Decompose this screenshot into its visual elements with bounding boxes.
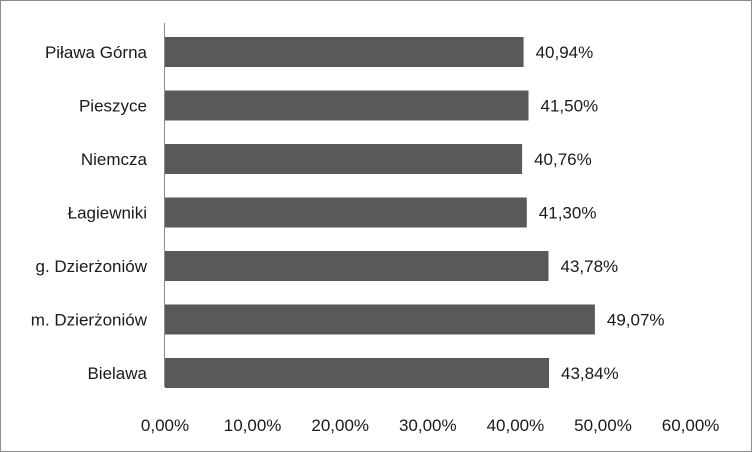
bar: [165, 144, 523, 174]
bar: [165, 37, 524, 67]
value-label: 41,50%: [541, 97, 599, 116]
bar: [165, 197, 527, 228]
category-label: Pieszyce: [79, 97, 147, 116]
category-label: Łagiewniki: [68, 204, 147, 223]
value-label: 40,76%: [534, 150, 592, 169]
bar: [165, 251, 549, 281]
bar: [165, 358, 549, 388]
value-label: 43,84%: [561, 364, 619, 383]
x-tick-label: 0,00%: [141, 416, 189, 435]
x-tick-labels: 0,00% 10,00% 20,00% 30,00% 40,00% 50,00% 60,00…: [141, 416, 720, 435]
category-label: Bielawa: [87, 364, 147, 383]
value-label: 49,07%: [607, 311, 665, 330]
category-label: m. Dzierżoniów: [31, 311, 148, 330]
category-label: Piława Górna: [45, 43, 148, 62]
value-label: 40,94%: [536, 43, 594, 62]
x-tick-label: 60,00%: [662, 416, 720, 435]
value-label: 41,30%: [539, 204, 597, 223]
x-tick-label: 50,00%: [574, 416, 632, 435]
category-labels: Piława Górna Pieszyce Niemcza Łagiewniki g. …: [31, 43, 148, 383]
bars-layer: [165, 37, 595, 388]
x-tick-label: 20,00%: [311, 416, 369, 435]
bar: [165, 90, 529, 121]
value-labels: 40,94% 41,50% 40,76% 41,30% 43,78% 49,07% 43,8…: [534, 43, 664, 383]
value-label: 43,78%: [561, 257, 619, 276]
x-tick-label: 30,00%: [399, 416, 457, 435]
bar: [165, 304, 595, 335]
category-label: Niemcza: [81, 150, 148, 169]
category-label: g. Dzierżoniów: [36, 257, 148, 276]
x-tick-label: 10,00%: [224, 416, 282, 435]
x-tick-label: 40,00%: [487, 416, 545, 435]
